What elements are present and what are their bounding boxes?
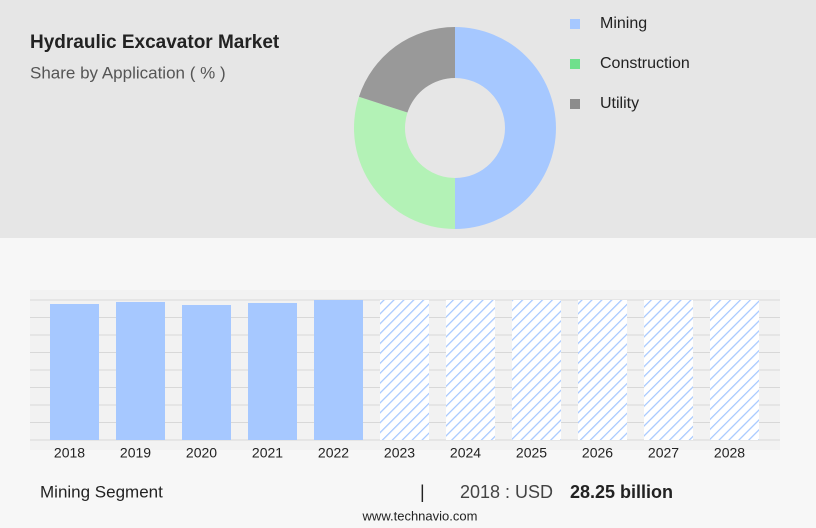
x-tick-label: 2022 [318, 445, 349, 461]
forecast-bar [446, 300, 495, 440]
footer-year: 2018 : USD [460, 482, 553, 502]
legend-label: Utility [600, 95, 639, 112]
donut-slice [455, 27, 556, 229]
x-tick-label: 2025 [516, 445, 547, 461]
forecast-bar [380, 300, 429, 440]
donut-slice [358, 27, 455, 113]
footer-separator: | [420, 482, 425, 502]
x-tick-label: 2027 [648, 445, 679, 461]
chart-subtitle: Share by Application ( % ) [30, 63, 226, 82]
footer-source: www.technavio.com [362, 508, 478, 523]
forecast-bar [578, 300, 627, 440]
x-tick-label: 2024 [450, 445, 481, 461]
forecast-bar [644, 300, 693, 440]
bar [248, 302, 297, 440]
x-tick-label: 2020 [186, 445, 217, 461]
bar [50, 303, 99, 440]
donut-slice [353, 96, 455, 230]
bar [182, 305, 231, 440]
x-tick-label: 2026 [582, 445, 613, 461]
bar [116, 301, 165, 440]
forecast-bar [710, 300, 759, 440]
legend-swatch [570, 59, 580, 69]
chart-title: Hydraulic Excavator Market [30, 32, 280, 53]
x-tick-label: 2021 [252, 445, 283, 461]
footer-segment: Mining Segment [40, 482, 163, 501]
footer-value: 28.25 billion [570, 482, 673, 502]
legend-label: Construction [600, 55, 690, 72]
forecast-bar [512, 300, 561, 440]
x-tick-label: 2019 [120, 445, 151, 461]
bar [314, 300, 363, 440]
x-tick-label: 2023 [384, 445, 415, 461]
x-tick-label: 2018 [54, 445, 85, 461]
legend-label: Mining [600, 15, 647, 32]
x-tick-label: 2028 [714, 445, 745, 461]
legend-swatch [570, 19, 580, 29]
legend-swatch [570, 99, 580, 109]
